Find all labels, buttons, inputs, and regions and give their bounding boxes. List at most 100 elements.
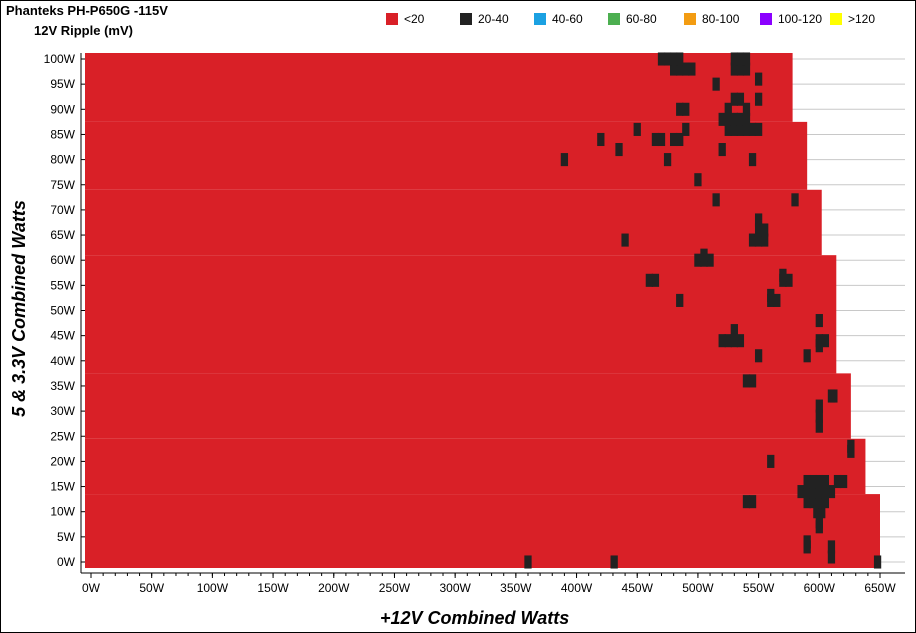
ripple-cell-20-40 [560,153,569,167]
ripple-cell-20-40 [785,273,793,287]
ripple-cell-20-40 [748,122,757,136]
region-band [85,255,837,374]
ripple-cell-20-40 [827,485,836,499]
black-cells [524,52,882,569]
ripple-cell-20-40 [815,495,823,509]
y-tick-label: 55W [50,278,75,292]
x-tick-label: 300W [439,581,471,595]
ripple-cell-20-40 [815,409,823,423]
y-tick-label: 10W [50,505,75,519]
ripple-cell-20-40 [847,444,855,458]
ripple-cell-20-40 [754,233,763,247]
legend-swatch [460,13,472,25]
ripple-cell-20-40 [821,485,830,499]
ripple-cell-20-40 [742,112,751,126]
ripple-cell-20-40 [663,153,672,167]
y-axis-title: 5 & 3.3V Combined Watts [8,200,29,417]
x-tick-label: 500W [682,581,714,595]
ripple-cell-20-40 [724,102,732,116]
ripple-cell-20-40 [645,273,654,287]
ripple-cell-20-40 [670,132,678,147]
ripple-cell-20-40 [833,474,842,489]
ripple-cell-20-40 [736,334,745,348]
ripple-cell-20-40 [767,454,775,468]
y-tick-label: 50W [50,304,75,318]
ripple-cell-20-40 [730,122,738,136]
ripple-cell-20-40 [818,505,826,519]
legend-item-20-40: 20-40 [460,12,534,26]
ripple-cell-20-40 [754,349,763,363]
ripple-cell-20-40 [615,143,623,157]
ripple-cell-20-40 [676,52,684,66]
chart-subtitle: 12V Ripple (mV) [34,23,133,38]
ripple-cell-20-40 [791,193,799,207]
y-tick-label: 15W [50,480,75,494]
red-region [85,53,880,568]
ripple-cell-20-40 [748,153,757,167]
ripple-cell-20-40 [663,52,672,66]
y-tick-label: 100W [44,52,76,66]
ripple-cell-20-40 [815,399,823,413]
legend-label: 80-100 [702,12,740,26]
ripple-cell-20-40 [736,122,745,136]
region-band [85,189,822,256]
chart-title: Phanteks PH-P650G -115V [6,3,168,18]
ripple-cell-20-40 [718,334,726,348]
y-tick-label: 25W [50,429,75,443]
y-tick-label: 90W [50,102,75,116]
ripple-cell-20-40 [839,474,848,489]
ripple-cell-20-40 [754,213,763,227]
legend-swatch [684,13,696,25]
ripple-cell-20-40 [761,223,769,237]
legend-label: <20 [404,12,425,26]
ripple-cell-20-40 [830,389,838,403]
ripple-cell-20-40 [718,143,726,157]
ripple-cell-20-40 [730,324,738,338]
ripple-cell-20-40 [742,495,751,509]
ripple-cell-20-40 [676,132,684,147]
x-tick-label: 250W [379,581,411,595]
ripple-cell-20-40 [809,495,817,509]
y-tick-label: 60W [50,253,75,267]
ripple-cell-20-40 [748,495,757,509]
ripple-cell-20-40 [815,515,823,529]
ripple-cell-20-40 [736,112,745,126]
ripple-cell-20-40 [730,62,738,76]
x-tick-label: 150W [257,581,289,595]
legend-swatch [386,13,398,25]
ripple-cell-20-40 [676,62,684,76]
ripple-cell-20-40 [809,485,817,499]
x-tick-label: 650W [864,581,896,595]
ripple-cell-20-40 [815,485,823,499]
legend-item-40-60: 40-60 [534,12,608,26]
ripple-cell-20-40 [694,253,702,267]
legend-label: 100-120 [778,12,823,26]
x-tick-label: 600W [804,581,836,595]
ripple-cell-20-40 [682,102,690,116]
ripple-cell-20-40 [736,92,745,106]
ripple-cell-20-40 [742,102,751,116]
legend-item-80-100: 80-100 [684,12,760,26]
y-tick-label: 40W [50,354,75,368]
x-axis-title: +12V Combined Watts [380,608,570,628]
ripple-cell-20-40 [754,72,763,86]
region-band [85,438,866,495]
ripple-cell-20-40 [682,62,690,76]
ripple-cell-20-40 [813,505,821,519]
ripple-cell-20-40 [730,112,738,126]
ripple-cell-20-40 [712,77,720,91]
ripple-cell-20-40 [670,52,678,66]
ripple-cell-20-40 [633,122,641,136]
ripple-cell-20-40 [730,92,738,106]
ripple-cell-20-40 [700,248,708,262]
x-tick-label: 350W [500,581,532,595]
ripple-cell-20-40 [815,419,823,433]
ripple-cell-20-40 [761,233,769,247]
legend-swatch [608,13,620,25]
ripple-cell-20-40 [748,233,757,247]
legend-swatch [760,13,772,25]
region-band [85,494,880,568]
ripple-cell-20-40 [724,334,732,348]
x-tick-label: 0W [82,581,101,595]
